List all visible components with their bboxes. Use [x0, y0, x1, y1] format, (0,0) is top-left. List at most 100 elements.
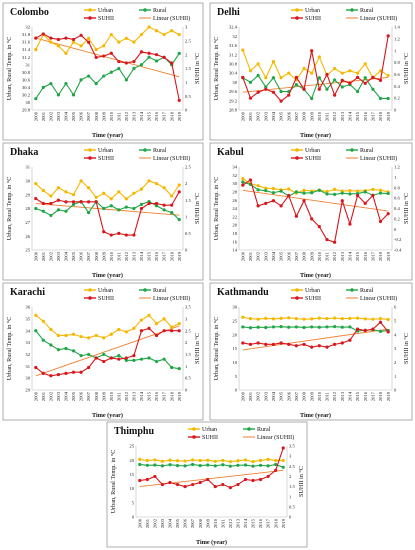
- year-tick-dhaka-12: 2012: [124, 251, 129, 261]
- point-dhaka-rural-2002: [49, 213, 53, 218]
- x-label-colombo: Time (year): [92, 132, 123, 139]
- point-thimphu-rural-2004: [168, 463, 172, 467]
- point-thimphu-rural-2014: [243, 463, 248, 467]
- panel-frame-colombo: [2, 2, 204, 141]
- year-tick-delhi-10: 2010: [317, 111, 322, 121]
- point-thimphu-urban-2002: [153, 458, 157, 462]
- year-tick-colombo-9: 2009: [101, 111, 106, 121]
- left-tick-colombo-1: 30: [25, 100, 30, 105]
- point-delhi-urban-2018: [378, 69, 383, 73]
- point-karachi-suhii-2006: [79, 370, 83, 374]
- point-delhi-suhii-2017: [371, 75, 375, 79]
- point-colombo-urban-2005: [71, 40, 76, 44]
- right-tick-thimphu-5: 2.5: [289, 464, 295, 469]
- point-delhi-rural-2009: [310, 96, 314, 101]
- point-kabul-suhii-2008: [302, 199, 306, 203]
- point-dhaka-urban-2003: [56, 186, 61, 190]
- point-colombo-urban-2019: [177, 32, 181, 37]
- year-tick-dhaka-0: 2000: [33, 251, 38, 261]
- right-tick-delhi-3: 0.6: [394, 72, 400, 77]
- x-label-delhi: Time (year): [300, 132, 331, 139]
- year-tick-dhaka-14: 2014: [139, 251, 144, 261]
- year-tick-kathmandu-2: 2002: [256, 391, 261, 401]
- point-kabul-urban-2014: [348, 189, 352, 193]
- right-tick-kabul-7: 1: [394, 175, 397, 180]
- point-karachi-suhii-2005: [71, 370, 76, 374]
- legend-marker-delhi-0: [295, 8, 299, 12]
- point-delhi-suhii-2002: [256, 90, 260, 94]
- point-karachi-urban-2008: [94, 333, 98, 338]
- point-dhaka-rural-2013: [132, 206, 136, 211]
- y-label-left-dhaka: Urban, Rural Temp. in °C: [6, 177, 13, 241]
- year-tick-kathmandu-15: 2015: [355, 391, 360, 401]
- point-kabul-urban-2015: [355, 189, 360, 193]
- point-delhi-suhii-2006: [287, 93, 291, 97]
- year-tick-delhi-0: 2000: [240, 111, 245, 121]
- point-karachi-urban-2005: [71, 332, 76, 336]
- point-karachi-suhii-2014: [139, 329, 144, 333]
- point-colombo-rural-2003: [56, 93, 61, 97]
- point-kathmandu-rural-2001: [248, 326, 253, 330]
- year-tick-kathmandu-8: 2008: [302, 391, 307, 401]
- right-tick-kathmandu-4: 4: [394, 332, 397, 337]
- point-thimphu-suhii-2000: [138, 478, 142, 483]
- y-label-right-karachi: SUHII in °C: [194, 333, 201, 364]
- point-kathmandu-urban-2016: [363, 317, 367, 321]
- legend-label-delhi-1: Rural: [360, 8, 374, 14]
- point-delhi-rural-2001: [248, 80, 253, 84]
- year-tick-thimphu-7: 2007: [190, 518, 195, 528]
- right-tick-kathmandu-2: 2: [394, 360, 397, 365]
- point-dhaka-rural-2009: [102, 206, 106, 211]
- point-delhi-suhii-2001: [248, 96, 253, 100]
- point-colombo-urban-2016: [154, 29, 159, 33]
- point-thimphu-suhii-2008: [198, 480, 202, 485]
- point-kathmandu-rural-2000: [241, 325, 245, 329]
- point-kabul-urban-2006: [287, 187, 291, 191]
- y-label-left-colombo: Urban, Rural Temp. in °C: [6, 37, 13, 101]
- left-tick-delhi-2: 29.6: [229, 89, 238, 94]
- year-tick-delhi-8: 2008: [302, 111, 307, 121]
- point-thimphu-suhii-2004: [168, 480, 172, 485]
- year-tick-kabul-1: 2001: [248, 251, 253, 261]
- y-label-left-karachi: Urban, Rural Temp. in °C: [6, 317, 13, 381]
- year-tick-kathmandu-12: 2012: [332, 391, 337, 401]
- point-thimphu-urban-2012: [228, 460, 232, 464]
- left-tick-delhi-3: 30: [232, 80, 237, 85]
- point-dhaka-suhii-2016: [154, 201, 159, 206]
- legend-marker-delhi-2: [295, 16, 299, 20]
- point-thimphu-rural-2017: [266, 464, 270, 468]
- year-tick-colombo-7: 2007: [86, 111, 91, 121]
- point-delhi-rural-2015: [355, 89, 360, 94]
- year-tick-delhi-17: 2017: [370, 111, 375, 121]
- point-thimphu-suhii-2009: [206, 477, 210, 482]
- year-tick-kathmandu-19: 2019: [386, 391, 391, 401]
- left-tick-colombo-9: 31.6: [22, 40, 31, 45]
- point-colombo-rural-2012: [124, 78, 128, 82]
- year-tick-kabul-4: 2004: [271, 251, 276, 261]
- left-tick-delhi-6: 31.2: [229, 52, 238, 57]
- legend-label-karachi-1: Rural: [153, 288, 167, 294]
- year-tick-delhi-11: 2011: [325, 111, 330, 121]
- point-kabul-rural-2008: [302, 191, 306, 195]
- point-delhi-rural-2016: [363, 76, 367, 80]
- left-tick-kathmandu-0: 0: [235, 388, 238, 393]
- point-delhi-urban-2010: [317, 55, 321, 59]
- point-dhaka-urban-2011: [117, 190, 121, 194]
- point-thimphu-suhii-2005: [175, 482, 180, 487]
- point-karachi-urban-2010: [109, 332, 113, 336]
- point-thimphu-urban-2001: [145, 458, 149, 463]
- y-label-right-thimphu: SUHII in °C: [298, 466, 305, 497]
- year-tick-kathmandu-3: 2003: [263, 391, 268, 401]
- point-kabul-suhii-2001: [248, 178, 253, 182]
- point-colombo-urban-2000: [34, 48, 38, 52]
- point-colombo-rural-2000: [34, 97, 38, 101]
- point-kathmandu-suhii-2018: [378, 320, 383, 324]
- point-thimphu-rural-2000: [138, 462, 142, 467]
- year-tick-delhi-19: 2019: [386, 111, 391, 121]
- left-tick-kabul-7: 28: [232, 190, 237, 195]
- point-kathmandu-urban-2017: [371, 317, 375, 321]
- point-kathmandu-urban-2008: [302, 317, 306, 321]
- point-colombo-suhii-2000: [34, 36, 38, 40]
- point-kabul-rural-2000: [241, 180, 245, 184]
